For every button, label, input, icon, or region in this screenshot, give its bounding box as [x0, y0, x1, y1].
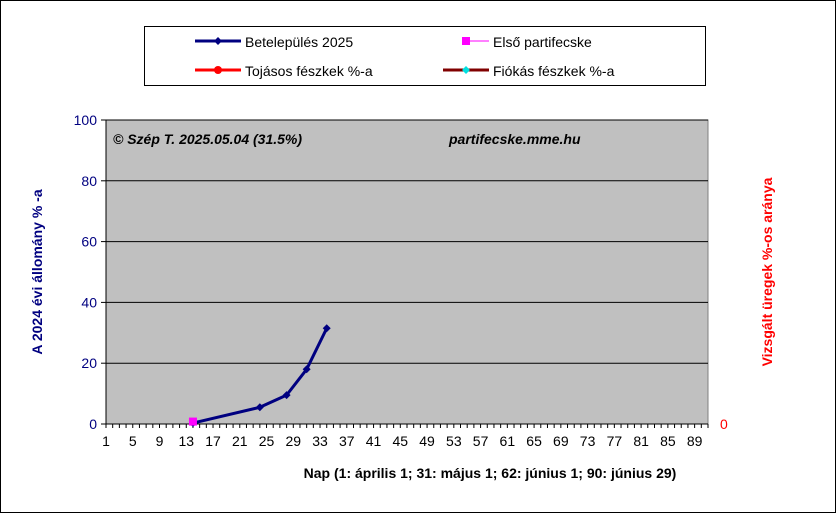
- x-tick-label: 81: [633, 433, 649, 449]
- website-annotation: partifecske.mme.hu: [449, 131, 581, 147]
- x-tick-label: 21: [232, 433, 248, 449]
- x-tick-label: 57: [473, 433, 489, 449]
- copyright-annotation: © Szép T. 2025.05.04 (31.5%): [113, 131, 303, 147]
- x-tick-label: 1: [102, 433, 110, 449]
- y-tick-label: 0: [89, 416, 97, 432]
- x-tick-label: 49: [419, 433, 435, 449]
- data-point-betelepules: [322, 324, 331, 333]
- legend-marker-fiokas: [443, 66, 489, 74]
- x-tick-label: 65: [526, 433, 542, 449]
- x-tick-label: 17: [205, 433, 221, 449]
- data-point-elso-partifecske: [188, 417, 197, 426]
- x-tick-label: 5: [129, 433, 137, 449]
- x-tick-label: 61: [500, 433, 516, 449]
- legend-label-fiokas: Fiókás fészkek %-a: [493, 63, 615, 79]
- legend-label-elso-partifecske: Első partifecske: [493, 34, 592, 50]
- x-tick-label: 37: [339, 433, 355, 449]
- x-axis-label: Nap (1: április 1; 31: május 1; 62: júni…: [303, 465, 677, 481]
- x-tick-label: 77: [607, 433, 623, 449]
- x-tick-label: 45: [393, 433, 409, 449]
- x-tick-label: 33: [312, 433, 328, 449]
- x-tick-label: 89: [687, 433, 703, 449]
- x-tick-label: 29: [285, 433, 301, 449]
- data-point-betelepules: [255, 403, 264, 412]
- y2-axis-label: Vizsgált üregek %-os aránya: [756, 120, 778, 424]
- x-tick-label: 69: [553, 433, 569, 449]
- y-tick-label: 60: [81, 234, 97, 250]
- legend-marker-betelepules: [195, 37, 241, 45]
- legend-label-tojasos: Tojásos fészkek %-a: [245, 63, 373, 79]
- y-axis-label-text: A 2024 évi állomány % -a: [29, 189, 45, 355]
- y2-tick-label: 0: [720, 416, 728, 432]
- x-tick-label: 13: [178, 433, 194, 449]
- legend-label-betelepules: Betelepülés 2025: [245, 34, 354, 50]
- y-axis-label: A 2024 évi állomány % -a: [26, 120, 48, 424]
- x-tick-label: 9: [156, 433, 164, 449]
- y-tick-label: 40: [81, 294, 97, 310]
- x-tick-label: 25: [259, 433, 275, 449]
- plot-area: [105, 119, 709, 425]
- legend: Betelepülés 2025 Első partifecske Tojáso…: [144, 26, 706, 86]
- legend-marker-tojasos: [195, 66, 241, 74]
- y-tick-label: 100: [74, 112, 98, 128]
- legend-marker-elso-partifecske: [462, 37, 489, 45]
- y-tick-label: 80: [81, 173, 97, 189]
- x-tick-label: 53: [446, 433, 462, 449]
- x-tick-label: 73: [580, 433, 596, 449]
- x-tick-label: 41: [366, 433, 382, 449]
- data-point-betelepules: [302, 365, 311, 374]
- y-tick-label: 20: [81, 355, 97, 371]
- data-point-betelepules: [282, 391, 291, 400]
- x-tick-label: 85: [660, 433, 676, 449]
- y2-axis-label-text: Vizsgált üregek %-os aránya: [759, 177, 775, 367]
